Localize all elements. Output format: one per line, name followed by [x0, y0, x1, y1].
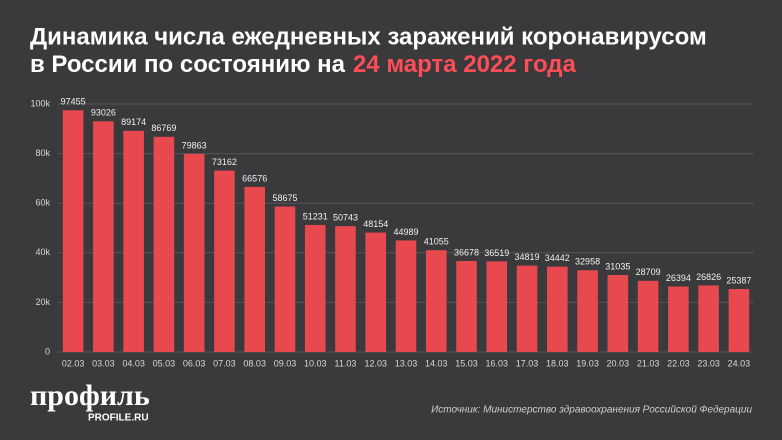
value-label: 26826 — [696, 272, 721, 282]
chart-title: Динамика числа ежедневных заражений коро… — [30, 23, 707, 50]
bar — [607, 275, 629, 352]
y-tick-label: 100k — [30, 98, 50, 108]
x-tick-label: 07.03 — [213, 358, 236, 368]
x-tick-label: 23.03 — [697, 358, 720, 368]
x-tick-label: 09.03 — [274, 358, 297, 368]
y-tick-label: 40k — [35, 247, 50, 257]
value-label: 50743 — [333, 213, 358, 223]
bar — [698, 285, 719, 352]
bar — [728, 289, 750, 352]
bar — [547, 266, 568, 352]
bar — [183, 153, 205, 352]
x-tick-label: 10.03 — [304, 358, 327, 368]
x-tick-label: 13.03 — [395, 358, 418, 368]
value-label: 51231 — [303, 211, 328, 221]
x-tick-label: 22.03 — [667, 358, 690, 368]
x-tick-label: 05.03 — [153, 358, 176, 368]
bar — [637, 280, 659, 352]
x-tick-label: 11.03 — [335, 358, 357, 368]
chart-title-line2: в России по состоянию на 24 марта 2022 го… — [30, 51, 577, 78]
y-tick-label: 20k — [35, 297, 50, 307]
bar — [335, 226, 356, 352]
x-tick-label: 16.03 — [486, 358, 509, 368]
source: Источник: Министерство здравоохранения Р… — [431, 405, 752, 416]
value-label: 79863 — [182, 140, 207, 150]
x-tick-label: 19.03 — [576, 358, 599, 368]
bar — [93, 121, 114, 352]
value-label: 86769 — [151, 123, 176, 133]
x-tick-label: 04.03 — [122, 358, 145, 368]
bar — [486, 261, 508, 352]
bar — [456, 261, 477, 352]
x-tick-label: 03.03 — [92, 358, 115, 368]
logo-site: PROFILE.RU — [88, 413, 149, 424]
value-label: 41055 — [424, 237, 449, 247]
bar — [577, 270, 598, 352]
x-tick-label: 17.03 — [516, 358, 539, 368]
x-tick-label: 12.03 — [364, 358, 387, 368]
bar — [516, 265, 538, 352]
bar — [274, 206, 296, 352]
x-tick-label: 08.03 — [243, 358, 266, 368]
value-label: 31035 — [605, 261, 630, 271]
value-label: 73162 — [212, 157, 237, 167]
x-tick-label: 18.03 — [546, 358, 569, 368]
bar — [365, 232, 387, 352]
bar — [668, 286, 689, 352]
x-tick-label: 15.03 — [455, 358, 478, 368]
title-line2: в России по состоянию на — [30, 51, 346, 78]
value-label: 34442 — [545, 253, 570, 263]
x-tick-label: 02.03 — [62, 358, 85, 368]
value-label: 36519 — [484, 248, 509, 258]
value-label: 26394 — [666, 273, 691, 283]
value-label: 93026 — [91, 108, 116, 118]
title-highlight: 24 марта 2022 года — [353, 51, 577, 78]
x-tick-label: 06.03 — [183, 358, 206, 368]
value-label: 32958 — [575, 257, 600, 267]
bar — [244, 186, 265, 352]
bar — [304, 224, 326, 352]
x-tick-label: 20.03 — [607, 358, 630, 368]
value-label: 36678 — [454, 247, 479, 257]
value-label: 44989 — [393, 227, 418, 237]
bar — [395, 240, 417, 352]
x-tick-label: 21.03 — [637, 358, 660, 368]
value-label: 97455 — [61, 97, 86, 107]
bar — [425, 250, 447, 352]
bar — [123, 130, 144, 352]
x-tick-label: 14.03 — [425, 358, 448, 368]
logo: профиль — [30, 379, 150, 412]
value-label: 48154 — [363, 219, 388, 229]
y-tick-label: 0 — [45, 346, 50, 356]
value-label: 25387 — [726, 275, 751, 285]
value-label: 89174 — [121, 117, 146, 127]
value-label: 66576 — [242, 173, 267, 183]
bar — [62, 110, 84, 352]
value-label: 34819 — [515, 252, 540, 262]
y-tick-label: 80k — [35, 148, 50, 158]
bar — [153, 136, 175, 352]
y-tick-label: 60k — [35, 198, 50, 208]
value-label: 28709 — [636, 267, 661, 277]
bar — [214, 170, 235, 352]
value-label: 58675 — [272, 193, 297, 203]
x-tick-label: 24.03 — [728, 358, 751, 368]
